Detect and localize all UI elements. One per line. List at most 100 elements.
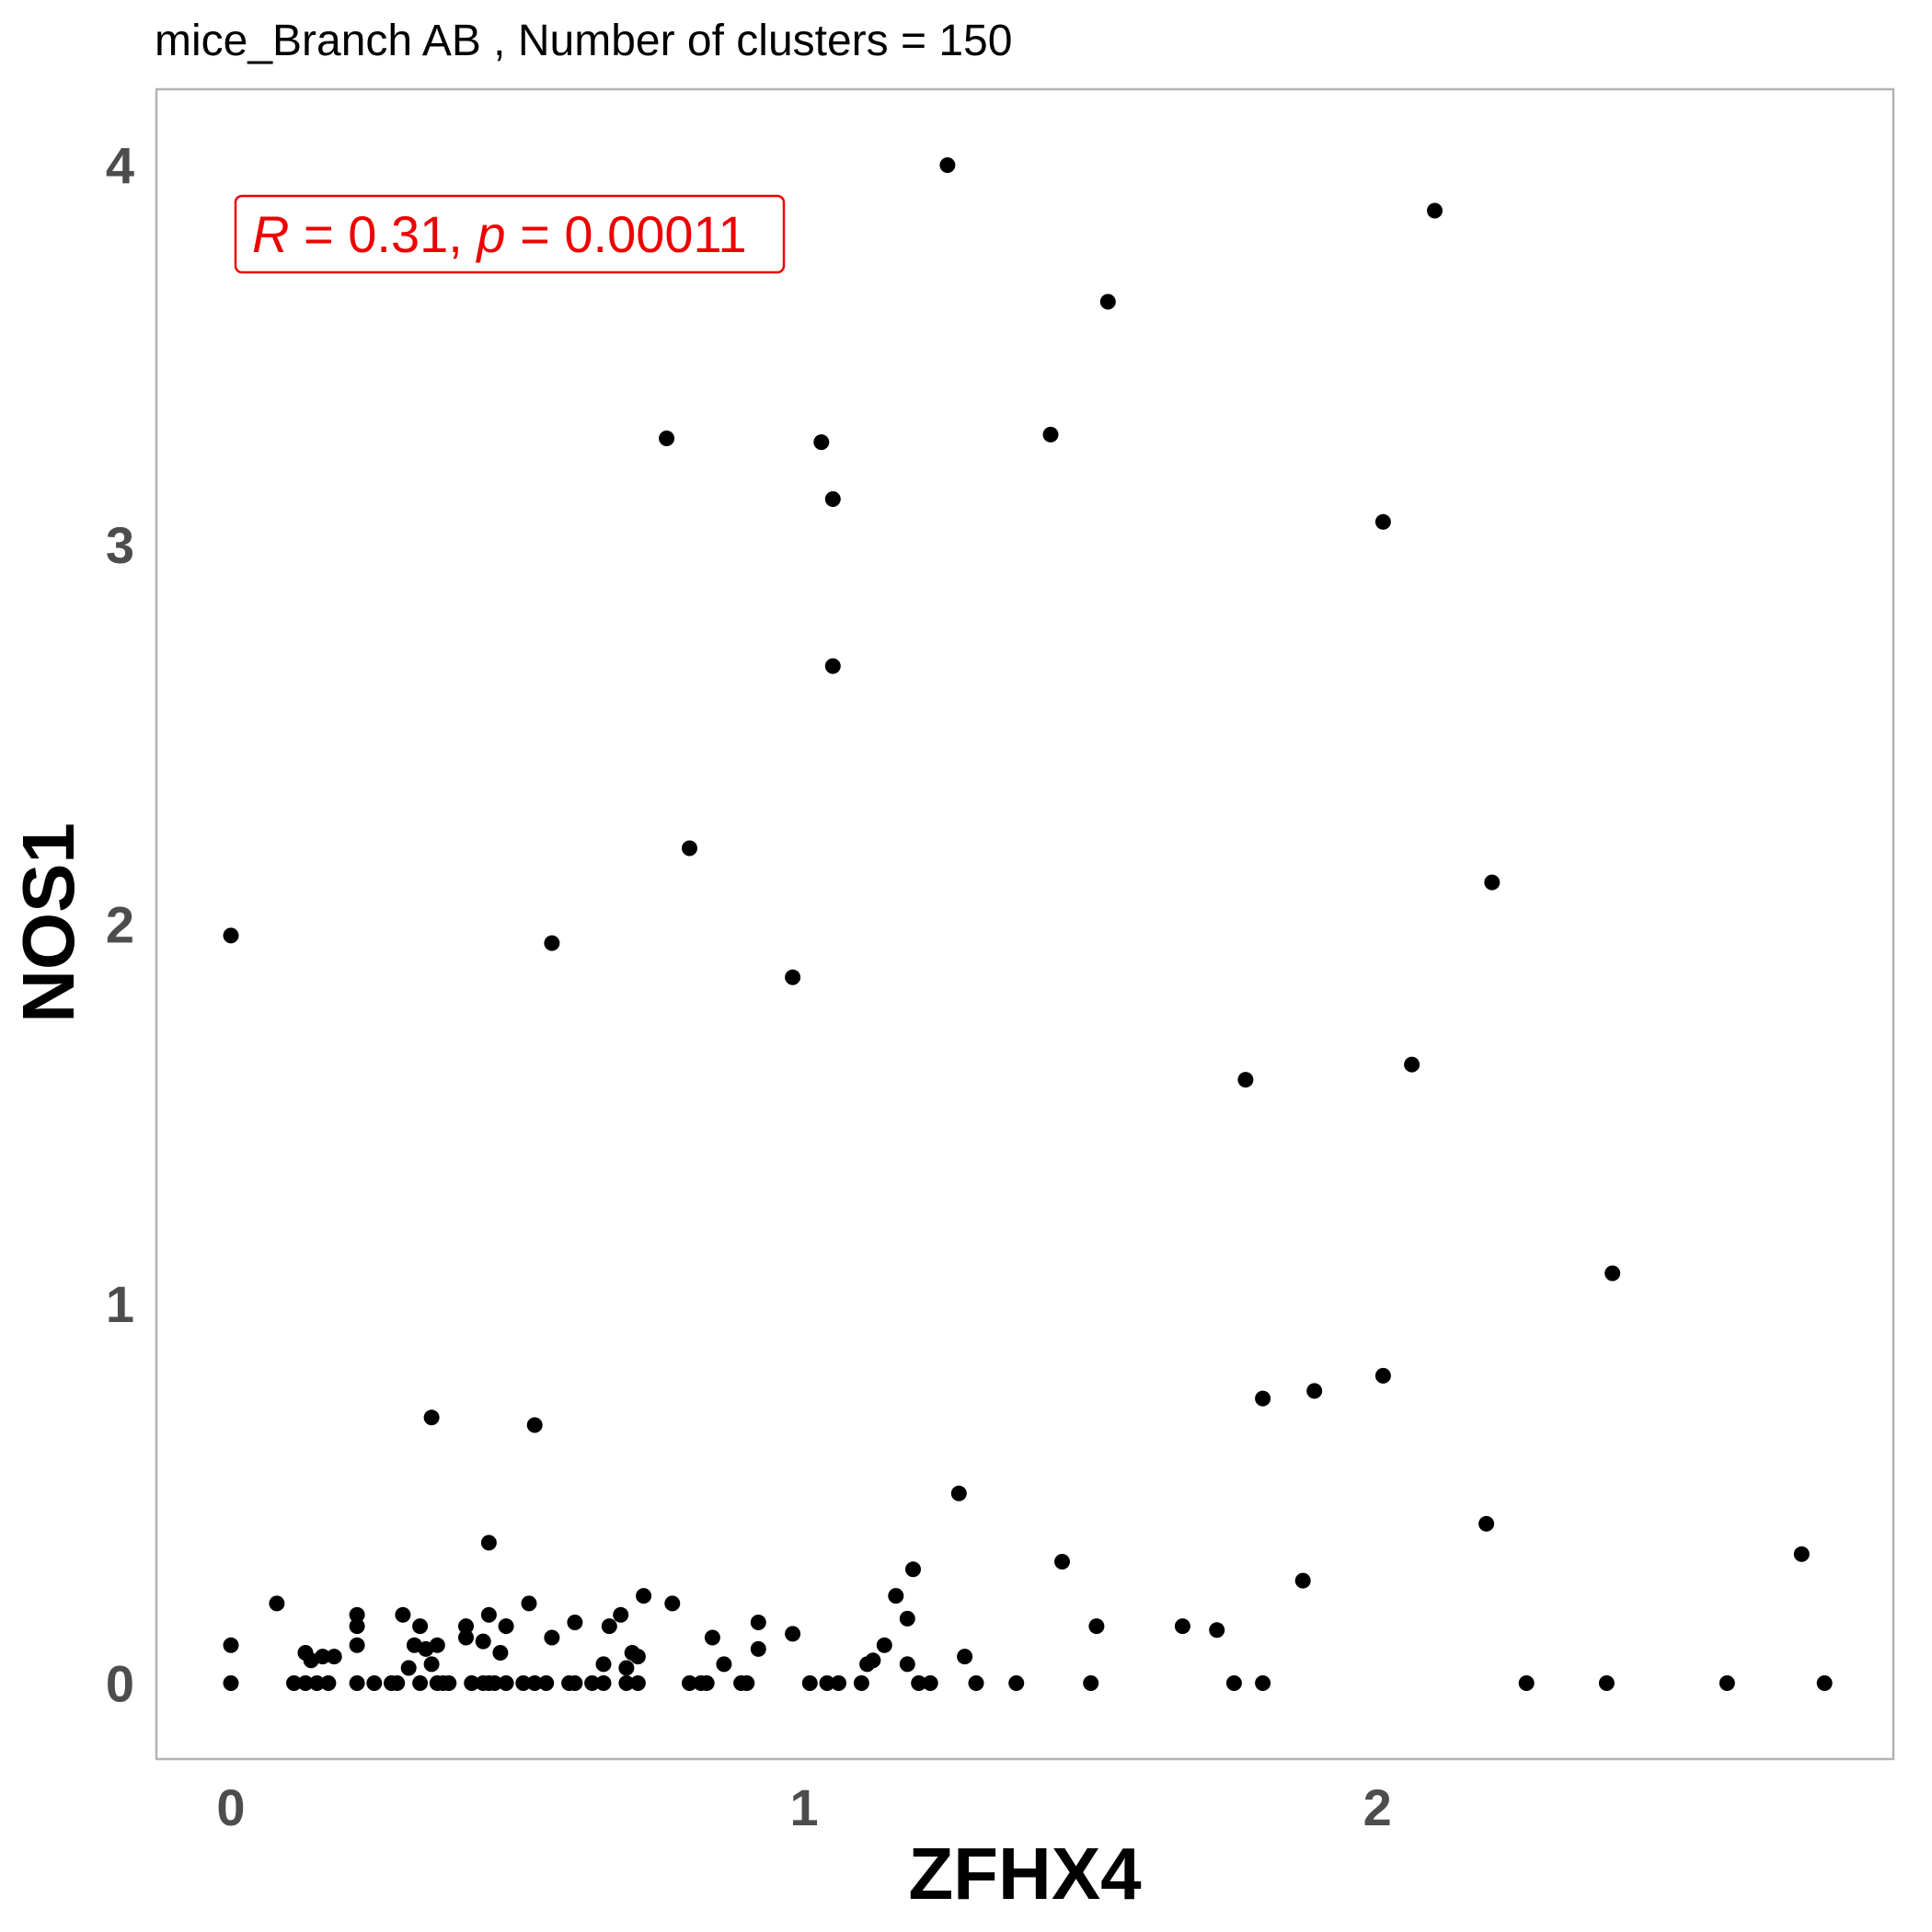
- data-point: [968, 1675, 984, 1691]
- data-point: [698, 1675, 715, 1691]
- data-point: [1099, 293, 1116, 310]
- y-tick-label: 2: [106, 896, 134, 954]
- data-point: [526, 1417, 543, 1433]
- y-tick-label: 4: [106, 137, 134, 195]
- annotation-text: R = 0.31, p = 0.00011: [252, 205, 747, 263]
- data-point: [366, 1675, 383, 1691]
- data-point: [320, 1675, 337, 1691]
- data-point: [412, 1618, 429, 1635]
- data-point: [223, 927, 239, 944]
- data-point: [515, 1675, 532, 1691]
- data-point: [629, 1649, 646, 1665]
- data-point: [1306, 1383, 1323, 1399]
- data-point: [595, 1656, 612, 1673]
- y-axis-label: NOS1: [7, 822, 89, 1023]
- correlation-annotation: R = 0.31, p = 0.00011: [234, 194, 786, 274]
- data-point: [458, 1618, 474, 1635]
- data-point: [922, 1675, 938, 1691]
- data-point: [423, 1656, 440, 1673]
- data-point: [395, 1606, 411, 1623]
- data-point: [269, 1595, 285, 1612]
- data-point: [682, 1675, 697, 1691]
- data-point: [429, 1637, 445, 1653]
- data-point: [412, 1675, 429, 1691]
- data-point: [1255, 1390, 1271, 1407]
- data-point: [349, 1637, 365, 1653]
- data-point: [1237, 1072, 1254, 1088]
- data-point: [297, 1675, 314, 1691]
- data-point: [223, 1675, 239, 1691]
- data-point: [750, 1615, 766, 1630]
- x-tick-label: 0: [216, 1778, 245, 1836]
- data-point: [636, 1588, 652, 1604]
- annotation-r-value: = 0.31,: [289, 205, 477, 263]
- data-point: [1008, 1675, 1025, 1691]
- data-point: [544, 935, 560, 951]
- data-point: [957, 1649, 973, 1665]
- data-point: [716, 1656, 732, 1673]
- data-point: [750, 1640, 766, 1657]
- data-point: [1255, 1675, 1271, 1691]
- data-point: [819, 1675, 835, 1691]
- data-point: [498, 1675, 514, 1691]
- data-point: [309, 1675, 325, 1691]
- y-tick-label: 1: [106, 1275, 134, 1333]
- data-point: [1518, 1675, 1535, 1691]
- data-point: [315, 1649, 331, 1665]
- data-point: [618, 1675, 635, 1691]
- data-point: [899, 1656, 915, 1673]
- data-point: [911, 1675, 927, 1691]
- data-point: [441, 1675, 457, 1691]
- data-point: [950, 1485, 967, 1501]
- data-point: [813, 434, 830, 451]
- data-point: [1083, 1675, 1099, 1691]
- data-point: [785, 1626, 801, 1642]
- data-point: [785, 969, 801, 985]
- data-point: [538, 1675, 555, 1691]
- data-point: [824, 491, 841, 507]
- data-point: [492, 1645, 509, 1661]
- data-point: [601, 1618, 617, 1635]
- data-point: [1209, 1622, 1225, 1639]
- data-point: [326, 1649, 342, 1665]
- data-point: [595, 1675, 612, 1691]
- data-points: [223, 157, 1833, 1691]
- data-point: [1598, 1675, 1615, 1691]
- data-point: [464, 1675, 480, 1691]
- data-point: [831, 1675, 846, 1691]
- data-point: [1374, 1367, 1391, 1384]
- data-point: [613, 1606, 629, 1623]
- data-point: [349, 1618, 365, 1635]
- data-point: [1484, 874, 1501, 891]
- data-point: [853, 1675, 869, 1691]
- data-point: [1427, 202, 1443, 219]
- data-point: [1174, 1618, 1190, 1635]
- data-point: [1054, 1554, 1070, 1570]
- data-point: [389, 1675, 406, 1691]
- data-point: [1478, 1515, 1495, 1532]
- data-point: [1294, 1572, 1311, 1589]
- data-point: [801, 1675, 818, 1691]
- data-point: [1225, 1675, 1242, 1691]
- data-point: [475, 1633, 491, 1650]
- chart-title: mice_Branch AB , Number of clusters = 15…: [155, 17, 1012, 65]
- data-point: [824, 658, 841, 674]
- x-tick-label: 1: [790, 1778, 819, 1836]
- data-point: [584, 1675, 601, 1691]
- data-point: [1404, 1056, 1420, 1073]
- data-point: [899, 1610, 915, 1627]
- x-axis-ticks: 0 1 2: [216, 1778, 1391, 1836]
- data-point: [223, 1637, 239, 1653]
- data-point: [400, 1660, 417, 1676]
- data-point: [349, 1675, 365, 1691]
- data-point: [521, 1595, 537, 1612]
- data-point: [286, 1675, 302, 1691]
- data-point: [567, 1675, 583, 1691]
- plot-panel: [155, 87, 1895, 1761]
- y-tick-label: 0: [106, 1655, 134, 1713]
- data-point: [1793, 1546, 1810, 1562]
- x-tick-label: 2: [1363, 1778, 1392, 1836]
- data-point: [664, 1595, 681, 1612]
- data-point: [349, 1606, 365, 1623]
